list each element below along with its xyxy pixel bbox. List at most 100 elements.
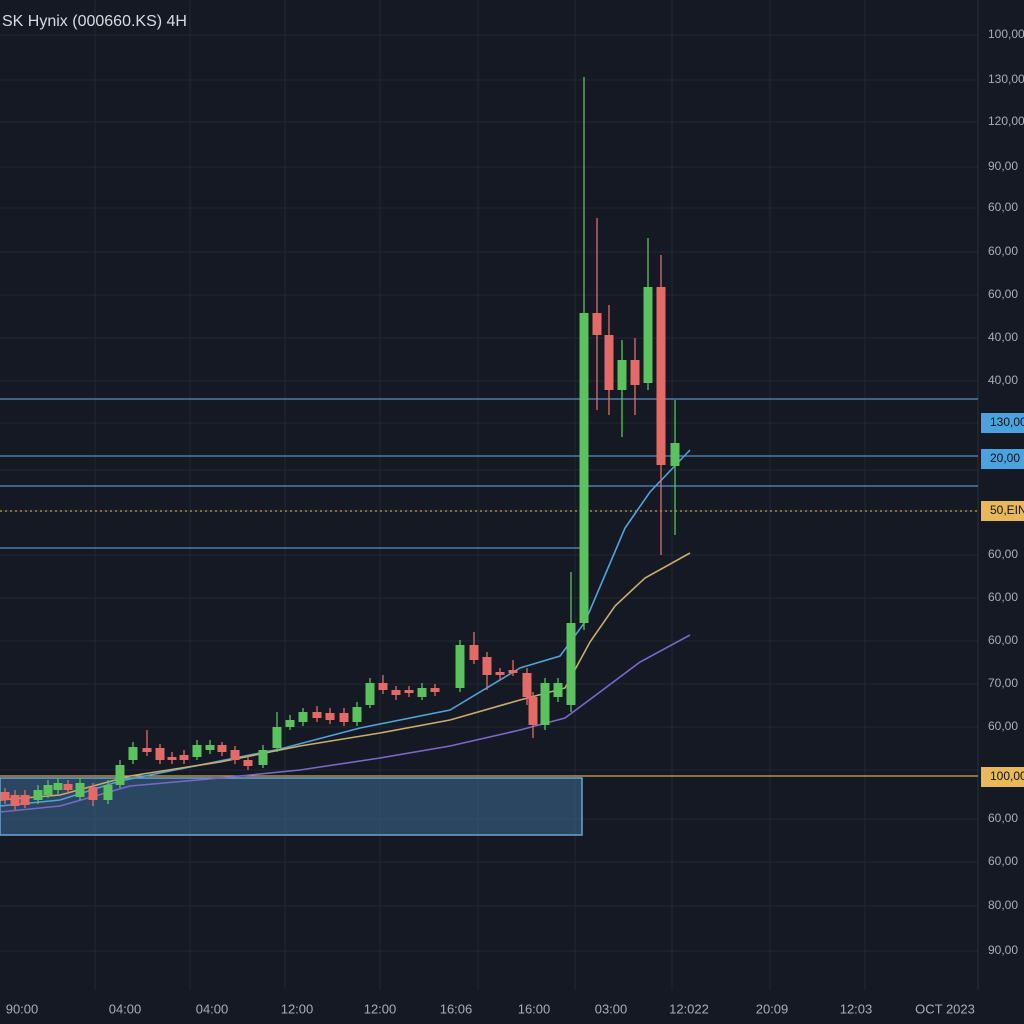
time-label: 04:00 (196, 1001, 229, 1016)
candle-body (217, 745, 227, 752)
candle-body (285, 720, 295, 727)
price-label: 70,00 (988, 676, 1018, 690)
price-label: 60,00 (988, 811, 1018, 825)
time-label: 12:00 (364, 1001, 397, 1016)
candle-body (115, 765, 125, 785)
price-badge-label: 50,EIN (990, 503, 1024, 517)
candle-body (566, 623, 576, 705)
candle-body (579, 313, 589, 623)
time-label: 12:00 (281, 1001, 314, 1016)
price-label: 60,00 (988, 633, 1018, 647)
price-badge (981, 449, 1024, 469)
candle-body (43, 785, 53, 795)
candle-body (604, 335, 614, 390)
axis-labels: 100,00 130,00 120,00 90,00 60,00 60,00 60,00 40… (6, 27, 1024, 1016)
candle-body (243, 760, 253, 766)
candle-body (155, 748, 165, 760)
candle-body (455, 645, 465, 688)
candle-body (192, 745, 202, 757)
candle-body (63, 784, 73, 790)
candle-body (75, 783, 85, 797)
candle-body (88, 787, 98, 800)
candle-body (142, 748, 152, 752)
candle-body (205, 745, 215, 750)
candle-body (430, 688, 440, 692)
price-label: 130,00 (988, 72, 1024, 86)
candle-body (522, 673, 532, 697)
price-label: 40,00 (988, 330, 1018, 344)
price-label: 60,00 (988, 547, 1018, 561)
price-label: 60,00 (988, 287, 1018, 301)
candles (0, 77, 680, 810)
time-label: 16:00 (518, 1001, 551, 1016)
price-badge-label: 130,00 (990, 415, 1024, 429)
candle-body (630, 360, 640, 385)
candle-body (352, 707, 362, 722)
time-label: OCT 2023 (915, 1001, 975, 1016)
price-badge-label: 100,00 (990, 769, 1024, 783)
candle-body (128, 747, 138, 760)
candle-body (592, 313, 602, 335)
candle-body (656, 287, 666, 465)
ma-fast (0, 449, 691, 807)
candle-body (391, 690, 401, 695)
candle-body (325, 713, 335, 720)
time-label: 12:03 (840, 1001, 873, 1016)
candle-body (339, 713, 349, 722)
price-label: 60,00 (988, 590, 1018, 604)
candle-body (0, 792, 10, 800)
candle-body (230, 750, 240, 760)
price-label: 60,00 (988, 719, 1018, 733)
candle-body (167, 757, 177, 760)
time-label: 12:022 (669, 1001, 709, 1016)
time-label: 04:00 (109, 1001, 142, 1016)
time-label: 20:09 (756, 1001, 789, 1016)
candle-body (179, 755, 189, 760)
candle-body (272, 727, 282, 748)
demand-zone (0, 777, 583, 836)
candle-body (643, 287, 653, 383)
candle-body (10, 795, 20, 806)
candle-body (298, 712, 308, 722)
price-label: 90,00 (988, 159, 1018, 173)
candle-body (508, 670, 518, 673)
price-label: 100,00 (988, 27, 1024, 41)
ma-slow (0, 634, 691, 813)
candle-body (495, 672, 505, 675)
candle-body (540, 683, 550, 725)
time-label: 16:06 (440, 1001, 473, 1016)
price-badge (981, 767, 1024, 787)
candle-body (312, 712, 322, 718)
price-badge-label: 20,00 (990, 451, 1020, 465)
candle-body (528, 697, 538, 725)
price-badge (981, 413, 1024, 433)
candle-body (378, 683, 388, 690)
candle-body (33, 790, 43, 800)
candle-body (404, 690, 414, 693)
candle-body (553, 683, 563, 697)
moving-averages (0, 449, 691, 813)
candle-body (670, 443, 680, 466)
price-label: 60,00 (988, 200, 1018, 214)
price-label: 80,00 (988, 898, 1018, 912)
price-label: 90,00 (988, 943, 1018, 957)
candle-body (365, 683, 375, 705)
ma-mid (0, 552, 691, 801)
chart-title: SK Hynix (000660.KS) 4H (2, 13, 187, 30)
candle-body (103, 785, 113, 800)
candle-body (482, 657, 492, 675)
price-label: 120,00 (988, 114, 1024, 128)
candle-body (53, 783, 63, 790)
candle-body (617, 360, 627, 390)
candle-body (417, 688, 427, 697)
candle-body (20, 795, 30, 805)
candle-body (258, 750, 268, 765)
time-label: 03:00 (595, 1001, 628, 1016)
price-badge (981, 501, 1024, 521)
time-label: 90:00 (6, 1001, 39, 1016)
price-label: 60,00 (988, 244, 1018, 258)
price-label: 60,00 (988, 854, 1018, 868)
